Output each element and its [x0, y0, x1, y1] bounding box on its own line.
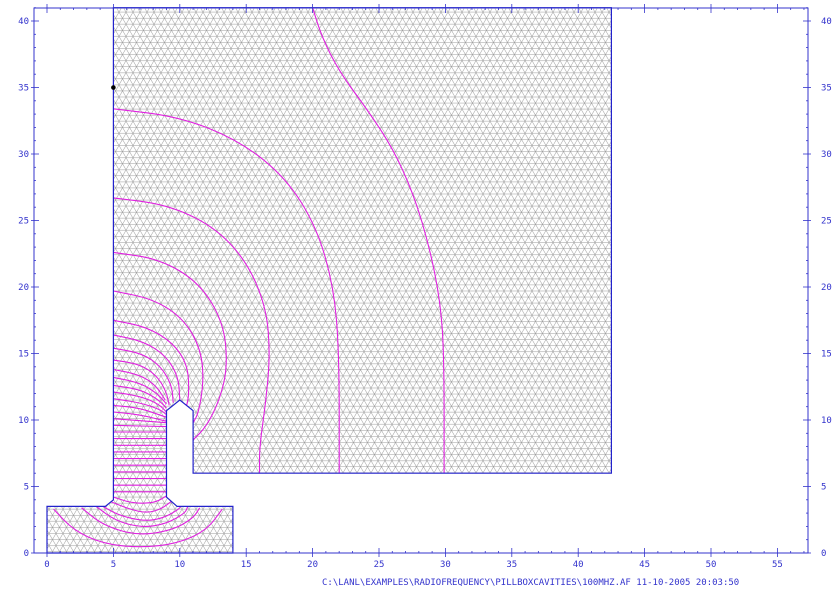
tick-label: 10 — [821, 416, 832, 426]
tick-label: 30 — [440, 560, 451, 570]
tick-label: 25 — [18, 217, 29, 227]
field-line — [113, 197, 270, 474]
tick-label: 40 — [18, 17, 29, 27]
field-line — [113, 347, 174, 403]
field-line — [113, 290, 204, 423]
tick-label: 40 — [821, 17, 832, 27]
field-line — [113, 334, 181, 401]
y-axis-left: 0 5 10 15 20 25 30 35 40 — [18, 7, 39, 559]
tick-label: 30 — [821, 150, 832, 160]
tick-label: 25 — [821, 217, 832, 227]
x-axis-top — [46, 4, 805, 13]
field-line — [113, 251, 227, 441]
marker-point — [111, 85, 116, 90]
field-line — [113, 319, 190, 407]
tick-label: 10 — [18, 416, 29, 426]
footer-file-info: C:\LANL\EXAMPLES\RADIOFREQUENCY\PILLBOXC… — [322, 578, 739, 588]
field-line — [102, 505, 182, 521]
tick-label: 0 — [821, 549, 826, 559]
field-line — [113, 418, 167, 424]
field-line — [113, 495, 167, 504]
tick-label: 15 — [18, 350, 29, 360]
tick-label: 40 — [573, 560, 584, 570]
field-line — [53, 508, 223, 548]
x-axis-bottom: 0 5 10 15 20 25 30 35 40 45 50 55 — [44, 548, 805, 570]
field-line — [81, 507, 201, 535]
tick-label: 50 — [706, 560, 717, 570]
field-line — [113, 368, 166, 401]
field-line — [113, 108, 340, 474]
field-line — [95, 505, 189, 528]
tick-label: 35 — [821, 84, 832, 94]
cavity-boundary — [46, 7, 612, 554]
field-lines — [53, 7, 445, 548]
field-line — [113, 411, 167, 422]
tick-label: 5 — [821, 483, 826, 493]
tick-label: 55 — [772, 560, 783, 570]
tick-label: 10 — [174, 560, 185, 570]
tick-label: 25 — [374, 560, 385, 570]
field-line — [113, 424, 167, 428]
tick-label: 20 — [821, 283, 832, 293]
tick-label: 35 — [506, 560, 517, 570]
tick-label: 15 — [241, 560, 252, 570]
tick-label: 15 — [821, 350, 832, 360]
field-line — [113, 359, 170, 406]
tick-label: 5 — [24, 483, 29, 493]
tick-label: 20 — [307, 560, 318, 570]
field-line — [113, 384, 167, 409]
tick-label: 45 — [639, 560, 650, 570]
tick-label: 0 — [24, 549, 29, 559]
field-line — [113, 376, 167, 405]
tick-label: 35 — [18, 84, 29, 94]
tick-label: 30 — [18, 150, 29, 160]
field-line — [312, 7, 445, 474]
field-line — [113, 391, 167, 413]
tick-label: 0 — [44, 560, 49, 570]
field-line — [109, 500, 173, 513]
field-line — [113, 404, 167, 418]
tick-label: 20 — [18, 283, 29, 293]
y-axis-right: 0 5 10 15 20 25 30 35 40 — [803, 7, 832, 559]
tick-label: 5 — [111, 560, 116, 570]
field-line — [113, 398, 167, 416]
